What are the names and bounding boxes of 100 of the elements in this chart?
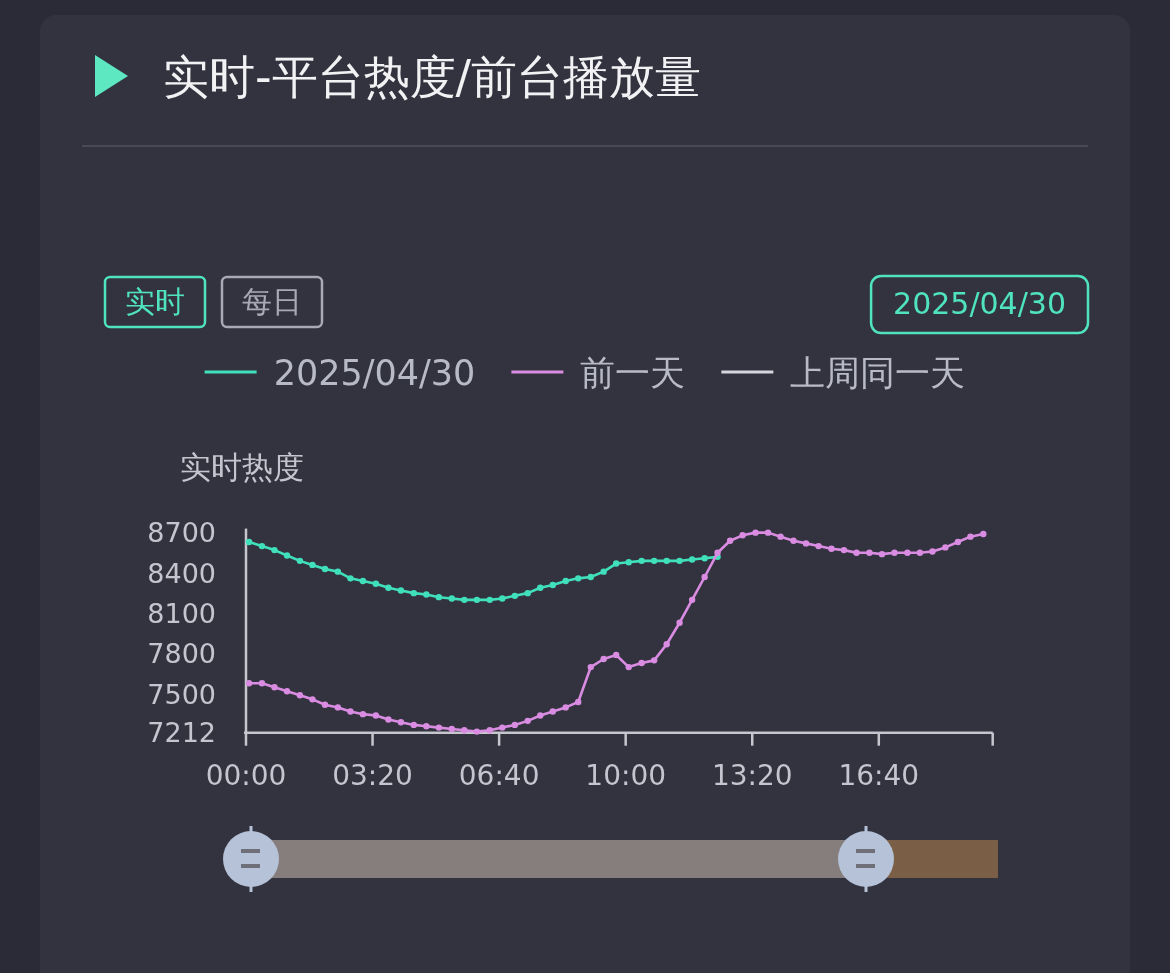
- point: [549, 708, 556, 715]
- point: [334, 704, 342, 711]
- point: [625, 559, 632, 566]
- point: [752, 529, 759, 536]
- point: [587, 663, 594, 671]
- point: [625, 663, 632, 671]
- point: [853, 549, 860, 556]
- point: [600, 655, 607, 663]
- point: [638, 659, 645, 667]
- point: [372, 712, 380, 719]
- point: [790, 537, 797, 544]
- point: [815, 542, 822, 550]
- point: [486, 727, 493, 734]
- point: [296, 692, 304, 699]
- point: [714, 549, 721, 556]
- y-tick-label: 7212: [147, 717, 216, 749]
- point: [473, 728, 481, 735]
- y-tick-label: 8400: [147, 557, 216, 589]
- point: [245, 680, 253, 687]
- point: [916, 549, 924, 556]
- legend-label: 前一天: [580, 352, 686, 393]
- point: [575, 698, 582, 706]
- point: [486, 596, 493, 604]
- point: [258, 542, 266, 550]
- point: [423, 591, 430, 598]
- point: [448, 595, 455, 602]
- point: [245, 538, 253, 546]
- point: [448, 725, 455, 733]
- x-tick-label: 03:20: [332, 759, 413, 792]
- point: [764, 529, 772, 536]
- point: [296, 557, 304, 565]
- point: [726, 537, 734, 544]
- point: [435, 724, 443, 731]
- legend-label: 2025/04/30: [273, 352, 476, 393]
- point: [562, 704, 569, 711]
- point: [461, 727, 468, 734]
- point: [980, 530, 987, 538]
- point: [650, 557, 658, 565]
- point: [929, 548, 936, 555]
- point: [334, 568, 342, 575]
- point: [372, 580, 380, 587]
- point: [878, 550, 886, 558]
- point: [676, 619, 683, 626]
- point: [676, 557, 683, 565]
- point: [347, 708, 354, 715]
- point: [537, 712, 544, 719]
- x-tick-label: 13:20: [711, 759, 793, 792]
- point: [410, 721, 418, 729]
- point: [537, 584, 544, 591]
- point: [688, 556, 696, 563]
- point: [904, 549, 911, 556]
- tab: 实时: [103, 275, 207, 329]
- point: [359, 577, 367, 585]
- point: [461, 596, 468, 604]
- point: [321, 701, 329, 708]
- point: [967, 533, 974, 540]
- point: [499, 724, 506, 731]
- point: [650, 657, 658, 664]
- point: [866, 549, 873, 556]
- x-tick-label: 10:00: [585, 759, 667, 792]
- point: [688, 596, 696, 604]
- legend-label: 上周同一天: [790, 352, 966, 393]
- y-axis-title: 实时热度: [180, 449, 304, 485]
- point: [283, 688, 291, 695]
- point: [739, 532, 746, 539]
- point: [562, 577, 569, 585]
- point: [321, 565, 329, 573]
- point: [410, 589, 418, 597]
- point: [511, 592, 519, 600]
- point: [359, 710, 367, 718]
- point: [612, 651, 620, 659]
- y-tick-label: 8100: [147, 598, 216, 630]
- point: [663, 557, 670, 565]
- point: [638, 557, 645, 565]
- point: [258, 680, 266, 687]
- point: [942, 544, 949, 551]
- chart-title: 实时-平台热度/前台播放量: [163, 50, 702, 104]
- point: [612, 560, 620, 567]
- point: [499, 595, 506, 602]
- point: [891, 549, 898, 556]
- point: [575, 575, 582, 582]
- point: [587, 573, 594, 581]
- point: [347, 575, 354, 582]
- x-tick-label: 16:40: [838, 759, 920, 792]
- point: [385, 716, 392, 723]
- point: [397, 719, 405, 726]
- y-tick-label: 8700: [147, 517, 216, 549]
- point: [600, 568, 607, 575]
- point: [663, 641, 670, 648]
- point: [701, 554, 708, 562]
- point: [385, 584, 392, 591]
- point: [271, 684, 278, 691]
- point: [828, 545, 835, 552]
- point: [423, 723, 430, 730]
- point: [701, 573, 708, 581]
- tab: 每日: [220, 275, 324, 329]
- point: [309, 561, 316, 569]
- y-tick-label: 7800: [147, 638, 216, 670]
- point: [283, 552, 291, 559]
- x-tick-label: 06:40: [458, 759, 540, 792]
